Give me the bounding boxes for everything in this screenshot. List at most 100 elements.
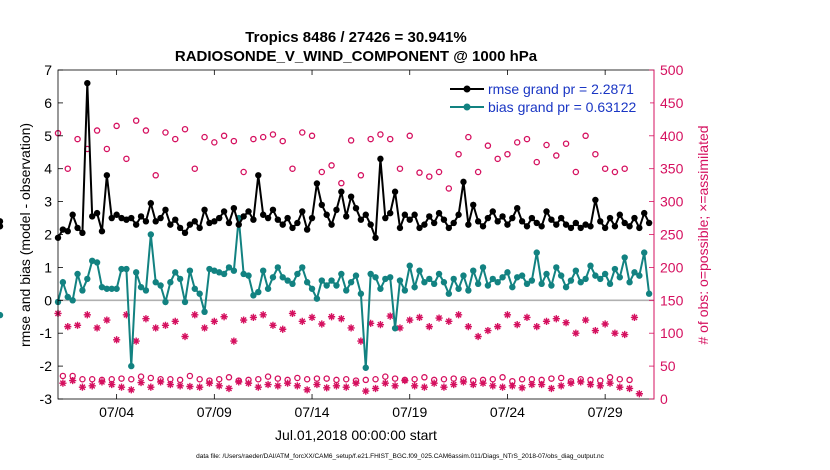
bias-point [250,292,257,299]
x-tick-label: 07/19 [392,404,427,420]
chart-subtitle: RADIOSONDE_V_WIND_COMPONENT @ 1000 hPa [175,48,538,65]
rmse-point [577,224,584,232]
rmse-point [108,214,115,222]
bias-point [401,287,409,294]
rmse-point [406,216,413,223]
obs-assimilated-point [318,320,326,328]
rmse-point [84,79,91,87]
bias-point [504,269,511,276]
obs-possible-point [264,373,272,380]
obs-assimilated-point [601,320,609,328]
obs-assimilated-point [596,382,604,390]
bias-point [191,285,198,292]
obs-assimilated-point [122,311,130,319]
bias-point [216,269,223,276]
bias-point [606,280,614,288]
obs-assimilated-point [132,337,140,345]
rmse-point [225,219,233,227]
rmse-point [474,218,482,225]
bias-point [196,290,203,297]
rmse-point [191,218,198,225]
rmse-point [176,224,184,232]
rmse-point [533,219,540,227]
bias-point [157,282,164,289]
rmse-point [162,206,169,214]
bias-point [533,249,540,256]
rmse-point [626,223,633,230]
rmse-point [465,221,472,228]
bias-point [499,274,506,281]
rmse-point [391,188,399,195]
rmse-point [357,216,365,223]
obs-possible-point [123,155,130,163]
rmse-point [597,218,604,225]
bias-point [142,287,150,294]
rmse-point [157,214,164,222]
obs-assimilated-point [210,317,218,325]
bias-point [514,274,521,281]
obs-assimilated-point [567,379,575,387]
bias-point [631,269,638,276]
y-tick-label: -3 [40,391,53,407]
obs-assimilated-point [376,321,385,329]
obs-assimilated-point [142,315,150,323]
obs-possible-point [74,135,81,143]
obs-assimilated-point [88,382,96,390]
bias-point [557,272,565,279]
obs-assimilated-point [342,383,350,391]
rmse-point [557,214,565,222]
y-tick-label: 4 [44,161,52,177]
bias-point [74,270,81,278]
rmse-point [79,229,86,237]
rmse-point [186,221,194,228]
rmse-point [553,221,560,228]
rmse-point [548,216,555,223]
bias-point [338,270,345,278]
rmse-point [289,224,296,232]
bias-point [176,275,184,283]
bias-point [411,283,418,291]
bias-point [450,275,457,283]
obs-assimilated-point [249,313,258,322]
obs-possible-point [582,132,589,140]
obs-possible-point [372,376,379,383]
obs-possible-point [616,376,624,383]
obs-possible-point [411,376,418,383]
x-axis-label: Jul.01,2018 00:00:00 start [275,427,437,443]
bias-point [69,297,76,304]
obs-assimilated-point [327,313,336,321]
obs-possible-point [289,165,296,172]
obs-possible-point [342,376,350,383]
rmse-point [69,211,76,218]
rmse-point [567,224,575,232]
rmse-point [172,216,179,223]
obs-assimilated-point [156,378,165,386]
obs-assimilated-point [367,319,375,327]
obs-assimilated-point [572,329,580,337]
obs-possible-point [338,179,345,187]
bias-point [367,270,374,278]
bias-point [132,269,140,276]
obs-possible-point [362,376,370,384]
obs-assimilated-point [518,384,526,392]
obs-possible-point [269,131,277,138]
bias-point [59,279,67,286]
obs-possible-point [445,185,453,192]
legend: rmse grand pr = 2.2871 bias grand pr = 0… [443,77,650,117]
obs-possible-point [523,135,531,143]
rmse-point [196,224,203,232]
bias-point [328,277,335,284]
obs-assimilated-point [552,315,560,323]
obs-assimilated-point [347,324,355,332]
bias-point [84,275,91,283]
obs-possible-point [557,374,565,382]
obs-assimilated-point [240,316,248,324]
obs-assimilated-point [254,383,262,391]
bias-point [553,264,560,271]
rmse-point [323,211,330,218]
x-tick-label: 07/09 [197,404,232,420]
obs-possible-point [548,375,555,382]
obs-assimilated-point [425,323,433,331]
obs-possible-point [347,137,355,144]
